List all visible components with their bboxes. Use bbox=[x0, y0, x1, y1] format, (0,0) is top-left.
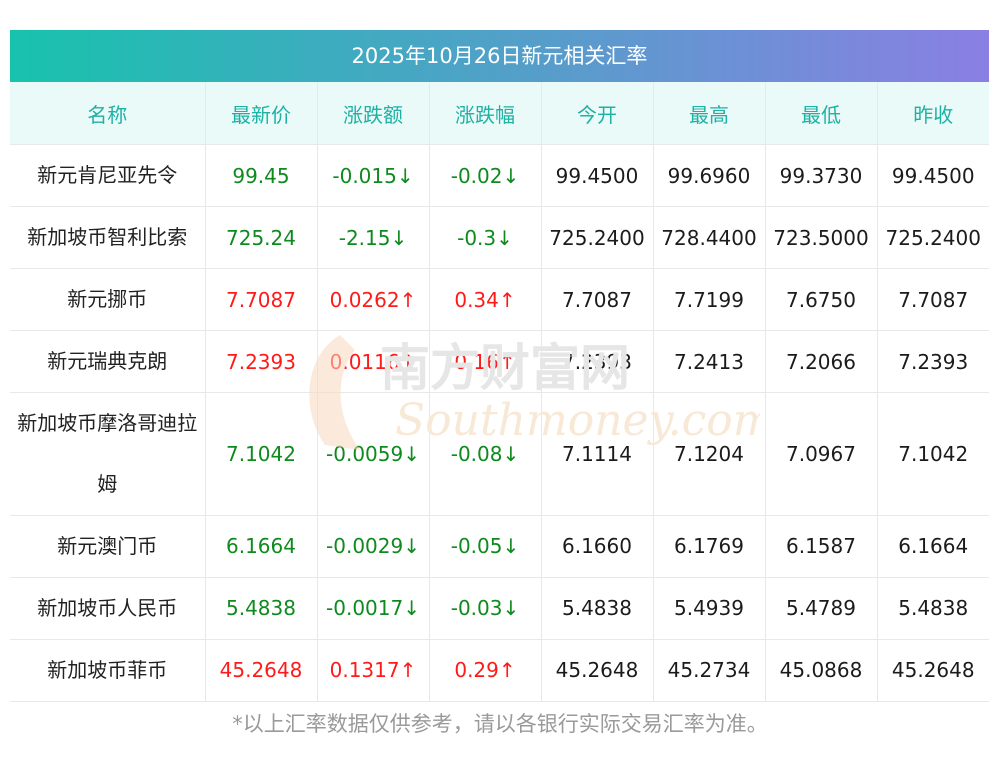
header-prev-close: 昨收 bbox=[876, 82, 989, 145]
prev-close: 7.7087 bbox=[876, 268, 989, 331]
currency-pair-name: 新元澳门币 bbox=[10, 514, 205, 577]
change-amount: -0.0059↓ bbox=[316, 392, 429, 516]
currency-pair-name: 新元挪币 bbox=[10, 268, 205, 331]
currency-pair-name: 新元瑞典克朗 bbox=[10, 330, 205, 393]
open-price: 99.4500 bbox=[540, 144, 653, 207]
table-row: 新加坡币菲币 45.2648 0.1317↑ 0.29↑ 45.2648 45.2734 4… bbox=[10, 638, 989, 702]
change-percent: 0.16↑ bbox=[428, 330, 541, 393]
prev-close: 45.2648 bbox=[876, 638, 989, 702]
table-title: 2025年10月26日新元相关汇率 bbox=[10, 30, 989, 82]
table-row: 新元瑞典克朗 7.2393 0.0116↑ 0.16↑ 7.2393 7.2413 7.20… bbox=[10, 330, 989, 393]
header-change: 涨跌额 bbox=[316, 82, 429, 145]
change-amount: 0.1317↑ bbox=[316, 638, 429, 702]
low-price: 723.5000 bbox=[764, 206, 877, 269]
header-low: 最低 bbox=[764, 82, 877, 145]
currency-pair-name: 新加坡币摩洛哥迪拉姆 bbox=[10, 392, 205, 515]
high-price: 728.4400 bbox=[652, 206, 765, 269]
change-percent: 0.29↑ bbox=[428, 638, 541, 702]
prev-close: 99.4500 bbox=[876, 144, 989, 207]
currency-pair-name: 新加坡币菲币 bbox=[10, 638, 205, 702]
currency-pair-name: 新加坡币智利比索 bbox=[10, 206, 205, 269]
high-price: 45.2734 bbox=[652, 638, 765, 702]
currency-pair-name: 新元肯尼亚先令 bbox=[10, 144, 205, 207]
table-row: 新元澳门币 6.1664 -0.0029↓ -0.05↓ 6.1660 6.1769 6.1… bbox=[10, 514, 989, 577]
latest-price: 725.24 bbox=[204, 206, 317, 269]
disclaimer-note: *以上汇率数据仅供参考，请以各银行实际交易汇率为准。 bbox=[232, 712, 768, 736]
high-price: 7.2413 bbox=[652, 330, 765, 393]
table-row: 新加坡币人民币 5.4838 -0.0017↓ -0.03↓ 5.4838 5.4939 5… bbox=[10, 576, 989, 639]
open-price: 7.7087 bbox=[540, 268, 653, 331]
table-row: 新元肯尼亚先令 99.45 -0.015↓ -0.02↓ 99.4500 99.6960 9… bbox=[10, 144, 989, 207]
latest-price: 7.1042 bbox=[204, 392, 317, 516]
high-price: 5.4939 bbox=[652, 576, 765, 639]
change-percent: -0.3↓ bbox=[428, 206, 541, 269]
change-amount: -0.0029↓ bbox=[316, 514, 429, 577]
high-price: 6.1769 bbox=[652, 514, 765, 577]
header-row: 名称 最新价 涨跌额 涨跌幅 今开 最高 最低 昨收 bbox=[10, 82, 989, 145]
open-price: 725.2400 bbox=[540, 206, 653, 269]
latest-price: 45.2648 bbox=[204, 638, 317, 702]
change-amount: 0.0116↑ bbox=[316, 330, 429, 393]
rates-panel: 2025年10月26日新元相关汇率 名称 最新价 涨跌额 涨跌幅 今开 最高 最… bbox=[10, 30, 989, 702]
open-price: 7.2393 bbox=[540, 330, 653, 393]
prev-close: 6.1664 bbox=[876, 514, 989, 577]
change-percent: -0.05↓ bbox=[428, 514, 541, 577]
open-price: 6.1660 bbox=[540, 514, 653, 577]
open-price: 7.1114 bbox=[540, 392, 653, 516]
low-price: 7.0967 bbox=[764, 392, 877, 516]
header-high: 最高 bbox=[652, 82, 765, 145]
open-price: 5.4838 bbox=[540, 576, 653, 639]
header-open: 今开 bbox=[540, 82, 653, 145]
table-row: 新元挪币 7.7087 0.0262↑ 0.34↑ 7.7087 7.7199 7.6750… bbox=[10, 268, 989, 331]
table-row: 新加坡币智利比索 725.24 -2.15↓ -0.3↓ 725.2400 728.440… bbox=[10, 206, 989, 269]
currency-pair-name: 新加坡币人民币 bbox=[10, 576, 205, 639]
latest-price: 7.7087 bbox=[204, 268, 317, 331]
change-amount: -0.0017↓ bbox=[316, 576, 429, 639]
low-price: 45.0868 bbox=[764, 638, 877, 702]
change-percent: -0.02↓ bbox=[428, 144, 541, 207]
change-percent: -0.03↓ bbox=[428, 576, 541, 639]
high-price: 7.1204 bbox=[652, 392, 765, 516]
low-price: 7.2066 bbox=[764, 330, 877, 393]
latest-price: 7.2393 bbox=[204, 330, 317, 393]
change-amount: -0.015↓ bbox=[316, 144, 429, 207]
prev-close: 725.2400 bbox=[876, 206, 989, 269]
header-latest: 最新价 bbox=[204, 82, 317, 145]
change-amount: 0.0262↑ bbox=[316, 268, 429, 331]
header-name: 名称 bbox=[10, 82, 205, 145]
open-price: 45.2648 bbox=[540, 638, 653, 702]
low-price: 99.3730 bbox=[764, 144, 877, 207]
table-body: 新元肯尼亚先令 99.45 -0.015↓ -0.02↓ 99.4500 99.6960 9… bbox=[10, 144, 989, 702]
high-price: 7.7199 bbox=[652, 268, 765, 331]
header-change-pct: 涨跌幅 bbox=[428, 82, 541, 145]
latest-price: 6.1664 bbox=[204, 514, 317, 577]
low-price: 6.1587 bbox=[764, 514, 877, 577]
prev-close: 7.2393 bbox=[876, 330, 989, 393]
rates-table: 名称 最新价 涨跌额 涨跌幅 今开 最高 最低 昨收 新元肯尼亚先令 99.45-… bbox=[10, 82, 989, 702]
prev-close: 7.1042 bbox=[876, 392, 989, 516]
change-percent: 0.34↑ bbox=[428, 268, 541, 331]
prev-close: 5.4838 bbox=[876, 576, 989, 639]
table-row: 新加坡币摩洛哥迪拉姆 7.1042 -0.0059↓ -0.08↓ 7.1114 7.12… bbox=[10, 392, 989, 516]
latest-price: 99.45 bbox=[204, 144, 317, 207]
low-price: 7.6750 bbox=[764, 268, 877, 331]
change-amount: -2.15↓ bbox=[316, 206, 429, 269]
change-percent: -0.08↓ bbox=[428, 392, 541, 516]
low-price: 5.4789 bbox=[764, 576, 877, 639]
latest-price: 5.4838 bbox=[204, 576, 317, 639]
high-price: 99.6960 bbox=[652, 144, 765, 207]
